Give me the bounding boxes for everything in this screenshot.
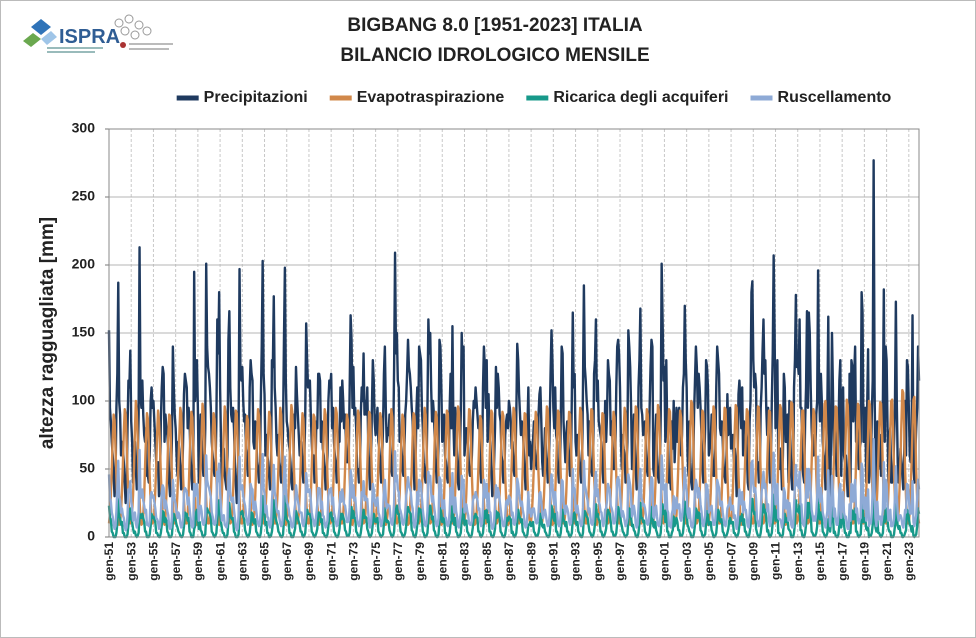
x-tick-label: gen-71: [324, 542, 338, 581]
x-tick-label: gen-07: [724, 542, 738, 581]
x-tick-label: gen-85: [480, 542, 494, 581]
y-tick-label: 200: [72, 256, 96, 272]
x-tick-label: gen-09: [746, 542, 760, 581]
partner-logo: [114, 14, 173, 50]
x-tick-label: gen-65: [258, 542, 272, 581]
y-tick-label: 0: [87, 528, 95, 544]
x-tick-label: gen-17: [835, 542, 849, 581]
x-tick-label: gen-75: [369, 542, 383, 581]
logo-text: ISPRA: [59, 26, 120, 48]
y-tick-label: 250: [72, 188, 96, 204]
x-tick-label: gen-77: [391, 542, 405, 581]
x-tick-label: gen-23: [902, 542, 916, 581]
x-tick-label: gen-57: [169, 542, 183, 581]
x-tick-label: gen-95: [591, 542, 605, 581]
ispra-logo: ISPRA: [23, 19, 120, 53]
x-tick-label: gen-81: [435, 542, 449, 581]
x-tick-label: gen-61: [213, 542, 227, 581]
x-tick-label: gen-79: [413, 542, 427, 581]
x-tick-label: gen-51: [102, 542, 116, 581]
x-tick-label: gen-03: [680, 542, 694, 581]
plot-border: [108, 128, 920, 538]
x-tick-label: gen-19: [858, 542, 872, 581]
x-tick-label: gen-67: [280, 542, 294, 581]
x-tick-label: gen-15: [813, 542, 827, 581]
y-tick-label: 100: [72, 392, 96, 408]
legend-label: Ruscellamento: [778, 89, 892, 106]
y-tick-label: 50: [79, 460, 95, 476]
x-tick-label: gen-99: [635, 542, 649, 581]
x-tick-label: gen-63: [235, 542, 249, 581]
x-tick-label: gen-93: [569, 542, 583, 581]
legend-label: Evapotraspirazione: [357, 89, 505, 106]
x-tick-label: gen-05: [702, 542, 716, 581]
y-tick-label: 150: [72, 324, 96, 340]
legend-label: Precipitazioni: [204, 89, 308, 106]
series-line: [107, 159, 921, 505]
chart-subtitle: BILANCIO IDROLOGICO MENSILE: [340, 45, 649, 66]
x-tick-label: gen-89: [524, 542, 538, 581]
x-tick-label: gen-73: [347, 542, 361, 581]
x-tick-label: gen-13: [791, 542, 805, 581]
x-tick-label: gen-91: [547, 542, 561, 581]
x-tick-label: gen-59: [191, 542, 205, 581]
x-tick-label: gen-21: [880, 542, 894, 581]
x-tick-label: gen-55: [147, 542, 161, 581]
series-line: [107, 478, 921, 539]
x-tick-label: gen-87: [502, 542, 516, 581]
legend: Precipitazioni Evapotraspirazione Ricarica…: [176, 89, 892, 106]
x-tick-label: gen-53: [124, 542, 138, 581]
y-axis-label: altezza ragguagliata [mm]: [37, 217, 58, 449]
x-tick-label: gen-69: [302, 542, 316, 581]
x-tick-label: gen-83: [458, 542, 472, 581]
y-tick-label: 300: [72, 120, 96, 136]
series-line: [107, 437, 921, 532]
x-tick-label: gen-11: [769, 542, 783, 580]
legend-label: Ricarica degli acquiferi: [553, 89, 728, 106]
x-tick-label: gen-97: [613, 542, 627, 581]
chart-title: BIGBANG 8.0 [1951-2023] ITALIA: [347, 15, 643, 36]
x-tick-label: gen-01: [658, 542, 672, 581]
